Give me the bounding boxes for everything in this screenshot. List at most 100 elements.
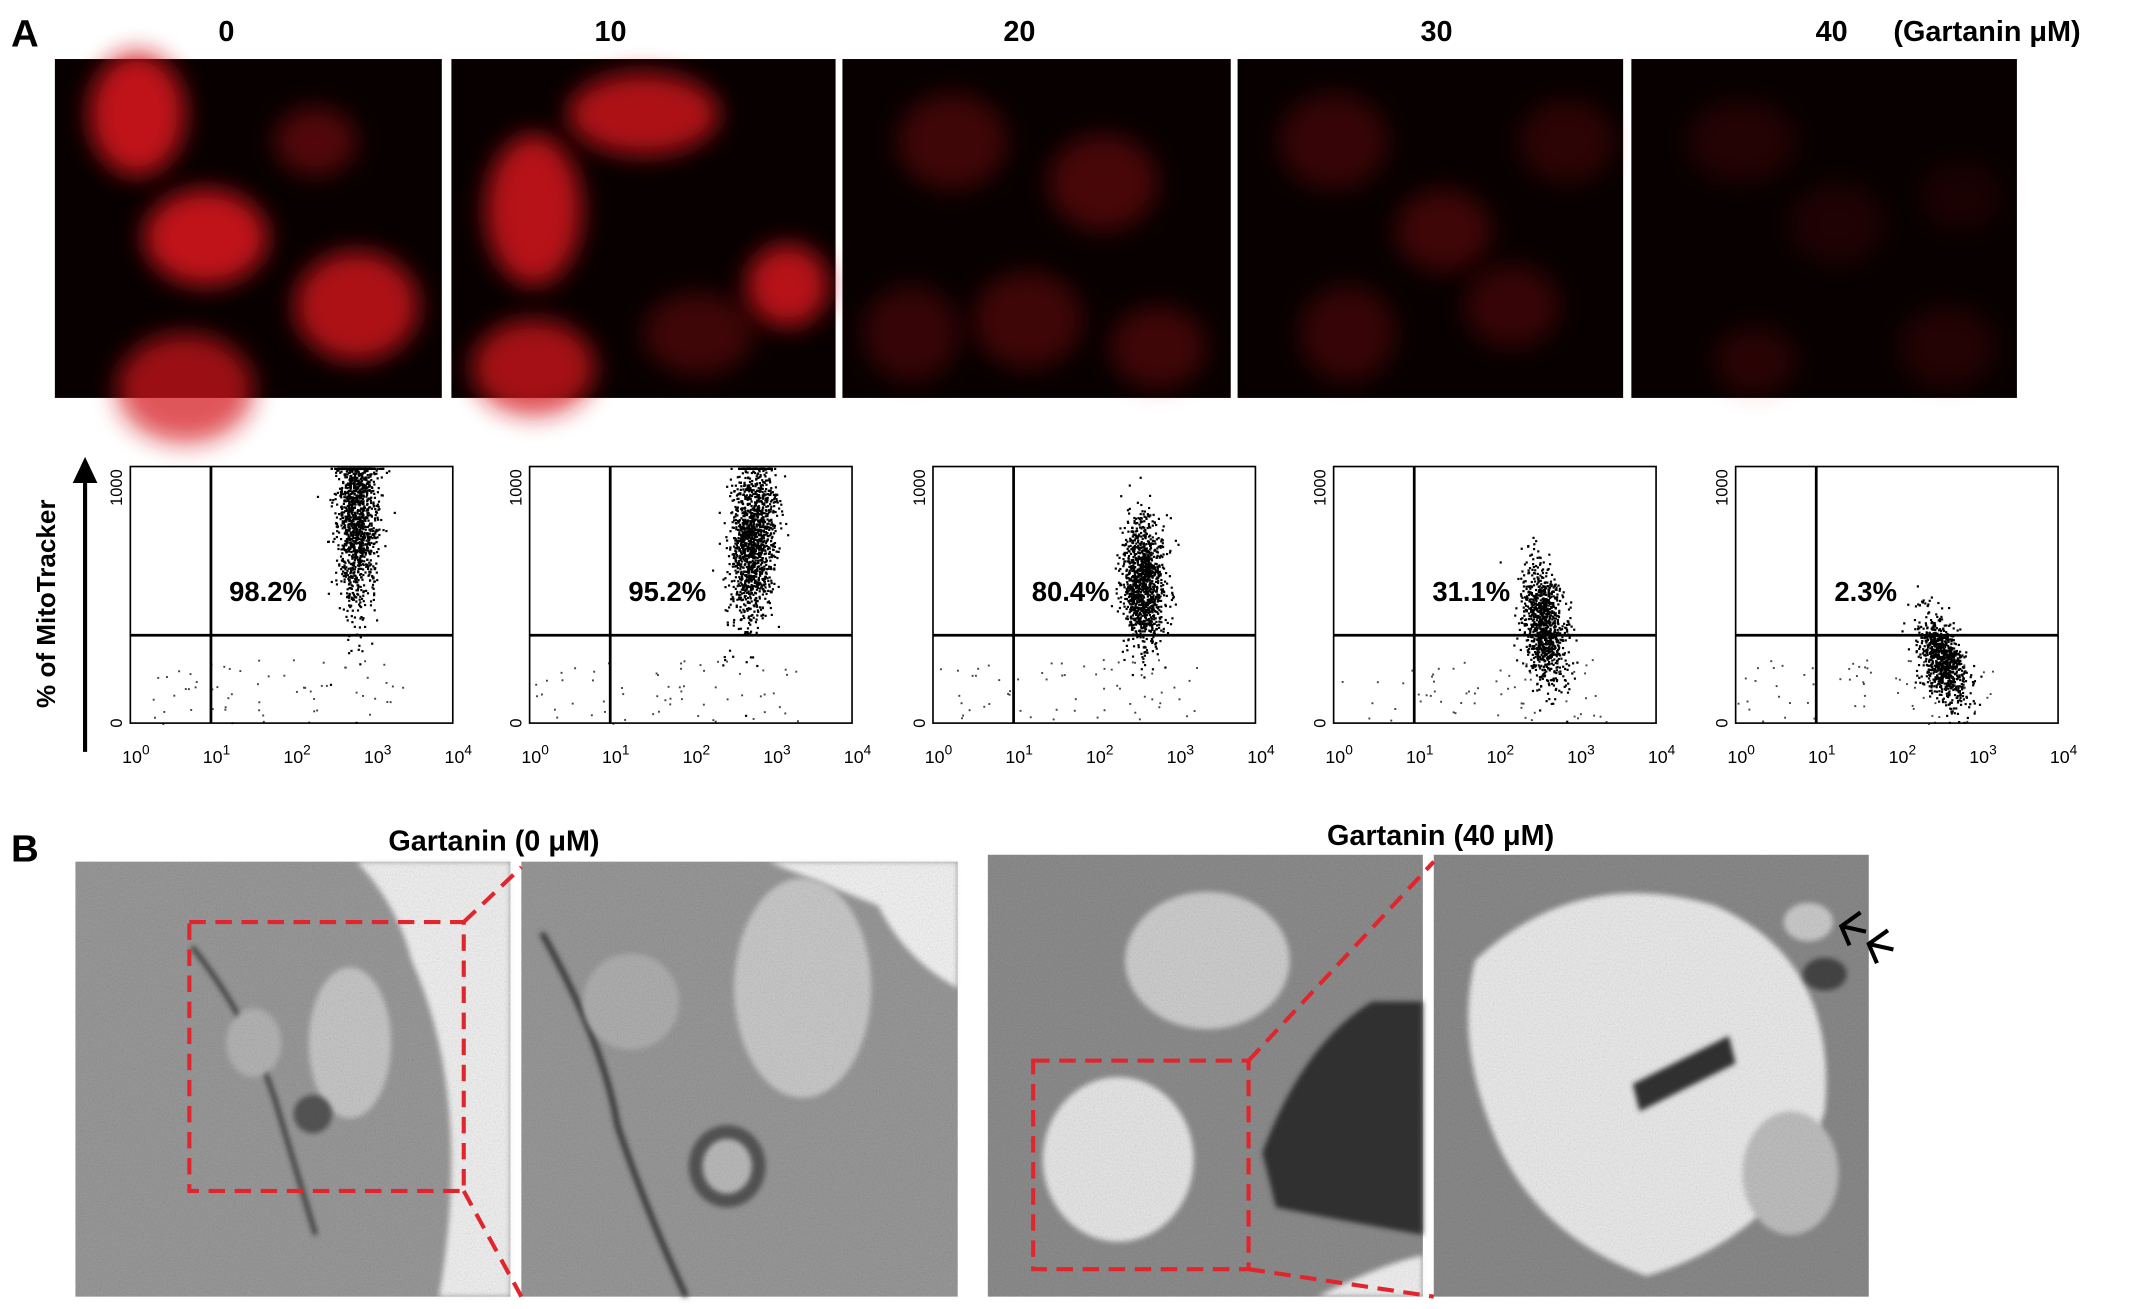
- event-dot: [1529, 587, 1532, 590]
- event-dot: [1144, 569, 1147, 573]
- event-dot: [371, 537, 374, 540]
- event-dot: [1531, 689, 1535, 693]
- event-dot: [1142, 587, 1146, 590]
- event-dot: [1158, 706, 1161, 709]
- event-dot: [764, 490, 767, 493]
- event-dot: [1536, 566, 1540, 569]
- event-dot: [1126, 547, 1129, 550]
- event-dot: [1523, 614, 1526, 617]
- event-dot: [368, 528, 371, 531]
- event-dot: [1146, 568, 1149, 571]
- event-dot: [768, 547, 771, 550]
- event-dot: [374, 513, 377, 517]
- event-dot: [755, 518, 758, 521]
- event-dot: [535, 683, 538, 686]
- event-dot: [1134, 604, 1137, 607]
- event-dot: [378, 467, 381, 471]
- event-dot: [347, 638, 350, 642]
- event-dot: [1129, 552, 1133, 556]
- event-dot: [772, 493, 775, 496]
- event-dot: [765, 497, 769, 500]
- event-dot: [750, 471, 753, 475]
- event-dot: [359, 585, 362, 588]
- event-dot: [363, 603, 367, 607]
- event-dot: [1118, 606, 1122, 610]
- event-dot: [1125, 644, 1128, 647]
- event-dot: [1547, 649, 1550, 653]
- event-dot: [1144, 547, 1147, 550]
- event-dot: [1545, 598, 1548, 601]
- cell: [1919, 161, 2002, 231]
- event-dot: [1138, 551, 1141, 554]
- event-dot: [732, 498, 736, 502]
- event-dot: [361, 650, 364, 653]
- event-dot: [749, 531, 753, 534]
- event-dot: [357, 525, 361, 528]
- event-dot: [747, 524, 751, 527]
- event-dot: [1538, 625, 1541, 628]
- event-dot: [1135, 613, 1138, 616]
- event-dot: [352, 500, 355, 503]
- event-dot: [267, 675, 270, 678]
- event-dot: [1149, 616, 1152, 619]
- event-dot: [746, 558, 749, 561]
- event-dot: [1126, 560, 1129, 563]
- event-dot: [347, 577, 350, 580]
- event-dot: [357, 561, 360, 564]
- event-dot: [337, 469, 340, 472]
- event-dot: [1517, 622, 1521, 625]
- event-dot: [1541, 651, 1544, 654]
- event-dot: [366, 517, 369, 520]
- event-dot: [574, 667, 577, 670]
- event-dot: [353, 556, 357, 559]
- event-dot: [362, 539, 365, 542]
- event-dot: [759, 497, 762, 500]
- event-dot: [758, 606, 762, 609]
- event-dot: [734, 549, 737, 552]
- event-dot: [355, 500, 358, 503]
- event-dot: [343, 547, 346, 551]
- event-dot: [1141, 568, 1144, 571]
- event-dot: [766, 577, 769, 580]
- event-dot: [1528, 585, 1531, 588]
- event-dot: [349, 500, 352, 503]
- event-dot: [1144, 572, 1148, 575]
- event-dot: [770, 555, 774, 559]
- event-dot: [357, 541, 360, 545]
- event-dot: [1525, 587, 1528, 591]
- event-dot: [1529, 635, 1532, 638]
- event-dot: [1546, 607, 1549, 610]
- event-dot: [743, 574, 746, 577]
- event-dot: [1153, 618, 1156, 621]
- event-dot: [1137, 547, 1140, 550]
- event-dot: [1193, 710, 1196, 713]
- event-dot: [1149, 538, 1152, 541]
- event-dot: [365, 589, 368, 592]
- event-dot: [1531, 619, 1534, 622]
- event-dot: [737, 580, 740, 583]
- em-image: [1433, 854, 1869, 1297]
- event-dot: [751, 527, 755, 530]
- event-dot: [747, 565, 750, 568]
- event-dot: [1162, 525, 1165, 528]
- event-dot: [1151, 641, 1154, 645]
- event-dot: [1135, 584, 1139, 587]
- events: [152, 467, 405, 726]
- event-dot: [1538, 648, 1541, 651]
- event-dot: [762, 669, 765, 672]
- event-dot: [1138, 598, 1141, 601]
- event-dot: [1132, 561, 1135, 564]
- event-dot: [1154, 562, 1157, 565]
- event-dot: [1126, 592, 1129, 595]
- event-dot: [741, 584, 744, 587]
- event-dot: [1134, 522, 1137, 525]
- event-dot: [1522, 590, 1525, 593]
- event-dot: [754, 549, 758, 552]
- event-dot: [736, 567, 739, 570]
- event-dot: [768, 479, 772, 482]
- event-dot: [376, 536, 379, 539]
- event-dot: [742, 548, 745, 551]
- event-dot: [1538, 640, 1541, 644]
- event-dot: [1129, 566, 1132, 569]
- event-dot: [1146, 619, 1149, 622]
